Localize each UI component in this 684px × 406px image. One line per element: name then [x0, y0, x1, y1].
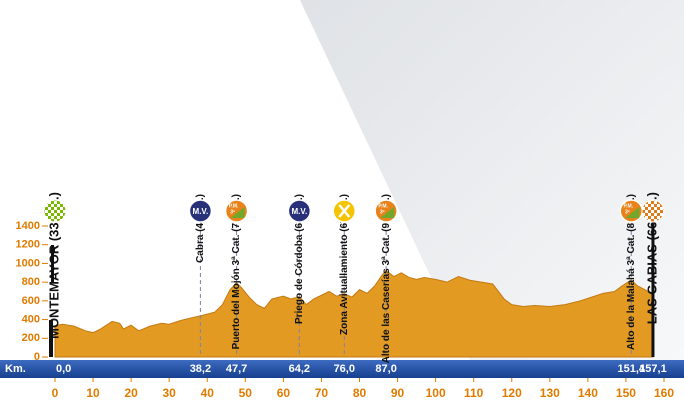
- poi-name: Alto de la Malahá 3ª Cat. (824 m.): [626, 194, 637, 350]
- poi-icon-text: P.M.: [623, 203, 633, 209]
- poi-icon: [641, 199, 665, 223]
- point-of-interest: Zona Avituallamiento (677 m.): [332, 194, 357, 357]
- poi-icon: [43, 199, 67, 223]
- x-tick-label: 120: [502, 386, 522, 400]
- y-tick-label: 0: [34, 351, 40, 363]
- poi-name: Zona Avituallamiento (677 m.): [339, 194, 350, 335]
- elevation-area: [54, 269, 654, 358]
- poi-name: MONTEMAYOR (334 m.): [46, 192, 61, 339]
- x-tick-label: 140: [578, 386, 598, 400]
- x-tick-label: 10: [86, 386, 100, 400]
- y-tick-label: 200: [22, 332, 40, 344]
- poi-icon-knife: [338, 204, 351, 218]
- km-title: Km.: [5, 363, 26, 375]
- point-of-interest: Cabra (440 m.)M.V.: [188, 194, 213, 357]
- start-bar: [49, 320, 53, 357]
- km-label: 76,0: [334, 363, 355, 375]
- poi-icon-sub: 3ª: [625, 209, 630, 215]
- x-tick-label: 130: [540, 386, 560, 400]
- y-tick-label: 1000: [16, 257, 40, 269]
- x-tick-label: 160: [654, 386, 674, 400]
- poi-name: Priego de Córdoba (646 m.): [294, 194, 305, 324]
- poi-icon-sub: 3ª: [380, 209, 385, 215]
- background-shade: [300, 0, 684, 360]
- km-label: 47,7: [226, 363, 247, 375]
- point-of-interest: Priego de Córdoba (646 m.)M.V.: [287, 194, 312, 357]
- km-label: 0,0: [56, 363, 71, 375]
- x-tick-label: 80: [353, 386, 367, 400]
- poi-name: Puerto del Mojón 3ª Cat. (792 m.): [231, 194, 242, 349]
- scale-bar: [51, 245, 54, 283]
- x-tick-label: 110: [464, 386, 484, 400]
- x-tick-label: 0: [52, 386, 59, 400]
- poi-name: LAS GABIAS (668 M.): [644, 192, 659, 324]
- y-tick-label: 1400: [16, 220, 40, 232]
- poi-icon-slope: [625, 207, 640, 218]
- x-tick-label: 90: [391, 386, 405, 400]
- point-of-interest: Puerto del Mojón 3ª Cat. (792 m.)P.M.3ª: [224, 194, 249, 357]
- poi-icon-text: P.M.: [229, 203, 239, 209]
- poi-icon-text: P.M.: [378, 203, 388, 209]
- km-label: 64,2: [289, 363, 310, 375]
- x-tick-label: 70: [315, 386, 329, 400]
- x-tick-label: 30: [163, 386, 177, 400]
- x-tick-label: 20: [124, 386, 138, 400]
- y-tick-label: 600: [22, 295, 40, 307]
- x-tick-label: 50: [239, 386, 253, 400]
- poi-name: Cabra (440 m.): [195, 194, 206, 263]
- point-of-interest: Alto de las Caserías 3ª Cat. (924 m.)P.M…: [374, 194, 398, 363]
- poi-icon-slope: [380, 207, 395, 218]
- km-label: 38,2: [190, 363, 211, 375]
- point-of-interest: LAS GABIAS (668 M.): [641, 192, 665, 357]
- y-tick-label: 1200: [16, 239, 40, 251]
- poi-icon-sub: 3ª: [230, 209, 235, 215]
- x-tick-label: 40: [201, 386, 215, 400]
- point-of-interest: Alto de la Malahá 3ª Cat. (824 m.)P.M.3ª: [619, 194, 644, 357]
- km-label: 87,0: [375, 363, 396, 375]
- poi-icon-slope: [230, 207, 245, 218]
- y-tick-label: 400: [22, 313, 40, 325]
- poi-icon: [287, 199, 312, 223]
- point-of-interest: MONTEMAYOR (334 m.): [43, 192, 67, 339]
- x-tick-label: 60: [277, 386, 291, 400]
- y-tick-label: 800: [22, 276, 40, 288]
- poi-icon-text: M.V.: [292, 207, 308, 216]
- km-bar: [0, 360, 684, 378]
- x-tick-label: 100: [426, 386, 446, 400]
- poi-icon: [188, 199, 213, 223]
- km-label: 157,1: [639, 363, 667, 375]
- x-tick-label: 150: [616, 386, 636, 400]
- poi-icon-text: M.V.: [193, 207, 209, 216]
- poi-name: Alto de las Caserías 3ª Cat. (924 m.): [381, 194, 392, 363]
- km-label: 151,4: [618, 363, 646, 375]
